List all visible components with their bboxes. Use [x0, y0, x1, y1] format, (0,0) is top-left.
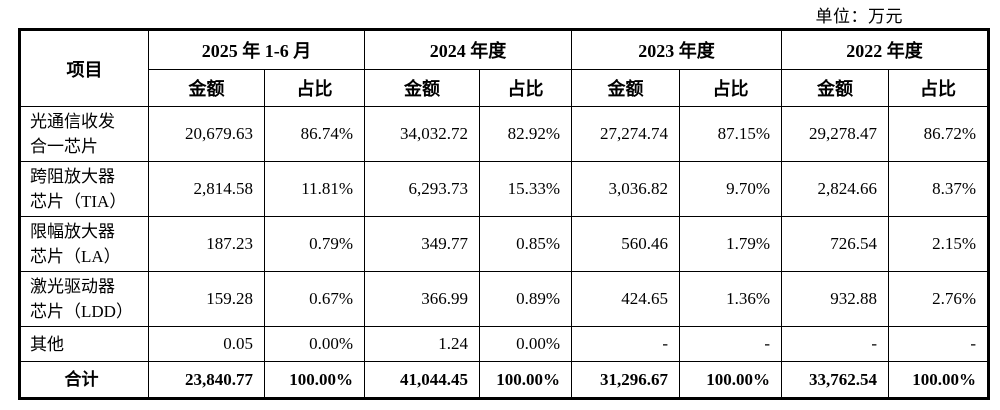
period-header-2025h1: 2025 年 1-6 月	[148, 29, 365, 70]
ratio-cell: 2.76%	[888, 271, 989, 327]
table-row: 激光驱动器 芯片（LDD） 159.28 0.67% 366.99 0.89% 424.6…	[19, 271, 989, 327]
ratio-header: 占比	[679, 69, 782, 107]
amount-cell: 726.54	[781, 216, 889, 272]
row-label-cell: 限幅放大器 芯片（LA）	[19, 216, 149, 272]
ratio-cell: 1.79%	[679, 216, 782, 272]
amount-cell: 6,293.73	[364, 161, 480, 217]
amount-header: 金额	[571, 69, 680, 107]
table-row: 跨阻放大器 芯片（TIA） 2,814.58 11.81% 6,293.73 15.33…	[19, 161, 989, 217]
amount-cell: 31,296.67	[571, 361, 680, 399]
ratio-cell: 86.72%	[888, 106, 989, 162]
ratio-cell: 0.89%	[479, 271, 572, 327]
ratio-cell: 0.85%	[479, 216, 572, 272]
ratio-header: 占比	[264, 69, 365, 107]
row-label-cell: 光通信收发 合一芯片	[19, 106, 149, 162]
ratio-cell: 100.00%	[888, 361, 989, 399]
amount-header: 金额	[148, 69, 265, 107]
amount-cell: -	[571, 326, 680, 362]
amount-cell: 560.46	[571, 216, 680, 272]
amount-cell: 932.88	[781, 271, 889, 327]
ratio-cell: 9.70%	[679, 161, 782, 217]
table-body: 光通信收发 合一芯片 20,679.63 86.74% 34,032.72 82.92%…	[19, 106, 989, 399]
amount-cell: 187.23	[148, 216, 265, 272]
amount-cell: 424.65	[571, 271, 680, 327]
unit-label: 单位：万元	[815, 7, 903, 26]
ratio-cell: 100.00%	[679, 361, 782, 399]
amount-header: 金额	[781, 69, 889, 107]
amount-cell: 29,278.47	[781, 106, 889, 162]
amount-cell: 27,274.74	[571, 106, 680, 162]
period-header-2022: 2022 年度	[781, 29, 989, 70]
table-header: 项目 2025 年 1-6 月 2024 年度 2023 年度 2022 年度 …	[19, 29, 989, 107]
amount-cell: 3,036.82	[571, 161, 680, 217]
ratio-cell: 15.33%	[479, 161, 572, 217]
amount-cell: 0.05	[148, 326, 265, 362]
amount-cell: 366.99	[364, 271, 480, 327]
ratio-cell: 0.67%	[264, 271, 365, 327]
total-row: 合计 23,840.77 100.00% 41,044.45 100.00% 31,296…	[19, 361, 989, 399]
row-label-cell: 其他	[19, 326, 149, 362]
ratio-cell: 100.00%	[479, 361, 572, 399]
ratio-header: 占比	[888, 69, 989, 107]
ratio-cell: 100.00%	[264, 361, 365, 399]
amount-cell: 34,032.72	[364, 106, 480, 162]
revenue-breakdown-table: 项目 2025 年 1-6 月 2024 年度 2023 年度 2022 年度 …	[18, 28, 990, 400]
ratio-cell: 82.92%	[479, 106, 572, 162]
amount-cell: -	[781, 326, 889, 362]
ratio-cell: 2.15%	[888, 216, 989, 272]
period-header-2023: 2023 年度	[571, 29, 782, 70]
header-row-periods: 项目 2025 年 1-6 月 2024 年度 2023 年度 2022 年度	[19, 29, 989, 107]
table-row: 光通信收发 合一芯片 20,679.63 86.74% 34,032.72 82.92%…	[19, 106, 989, 162]
ratio-cell: 0.00%	[264, 326, 365, 362]
header-row-subcols: 金额 占比 金额 占比 金额 占比 金额 占比	[20, 69, 989, 107]
ratio-cell: 0.79%	[264, 216, 365, 272]
amount-cell: 2,824.66	[781, 161, 889, 217]
item-column-header: 项目	[19, 29, 149, 107]
amount-cell: 23,840.77	[148, 361, 265, 399]
total-label-cell: 合计	[19, 361, 149, 399]
amount-cell: 1.24	[364, 326, 480, 362]
ratio-cell: 1.36%	[679, 271, 782, 327]
amount-cell: 159.28	[148, 271, 265, 327]
table-row: 限幅放大器 芯片（LA） 187.23 0.79% 349.77 0.85% 560.46…	[19, 216, 989, 272]
period-header-2024: 2024 年度	[364, 29, 572, 70]
ratio-cell: 11.81%	[264, 161, 365, 217]
ratio-cell: -	[679, 326, 782, 362]
ratio-cell: 87.15%	[679, 106, 782, 162]
ratio-cell: 0.00%	[479, 326, 572, 362]
amount-cell: 20,679.63	[148, 106, 265, 162]
ratio-header: 占比	[479, 69, 572, 107]
table-row: 其他 0.05 0.00% 1.24 0.00% - - - -	[19, 326, 989, 362]
amount-cell: 349.77	[364, 216, 480, 272]
amount-header: 金额	[364, 69, 480, 107]
ratio-cell: -	[888, 326, 989, 362]
ratio-cell: 86.74%	[264, 106, 365, 162]
amount-cell: 33,762.54	[781, 361, 889, 399]
amount-cell: 2,814.58	[148, 161, 265, 217]
amount-cell: 41,044.45	[364, 361, 480, 399]
ratio-cell: 8.37%	[888, 161, 989, 217]
row-label-cell: 跨阻放大器 芯片（TIA）	[19, 161, 149, 217]
row-label-cell: 激光驱动器 芯片（LDD）	[19, 271, 149, 327]
